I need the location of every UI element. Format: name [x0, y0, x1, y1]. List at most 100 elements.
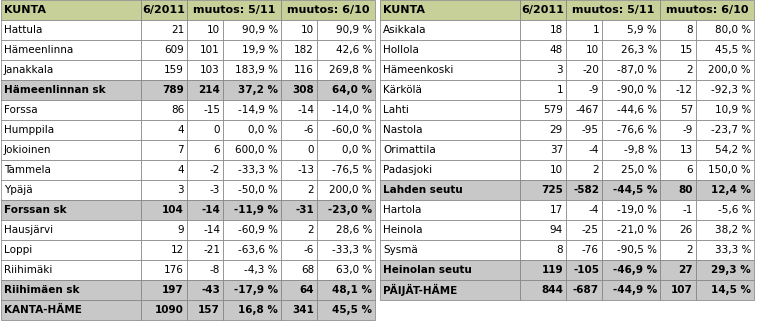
Bar: [317, 260, 375, 280]
Text: 2: 2: [308, 225, 314, 235]
Bar: [223, 140, 281, 160]
Text: 15: 15: [680, 45, 693, 55]
Bar: [1, 220, 141, 240]
Bar: [1, 200, 141, 220]
Bar: [187, 140, 223, 160]
Bar: [281, 120, 317, 140]
Text: -44,6 %: -44,6 %: [617, 105, 657, 115]
Text: 48: 48: [550, 45, 563, 55]
Bar: [187, 40, 223, 60]
Text: 4: 4: [177, 165, 184, 175]
Bar: [602, 20, 660, 40]
Bar: [660, 220, 696, 240]
Text: 17: 17: [550, 205, 563, 215]
Bar: [696, 100, 754, 120]
Bar: [223, 80, 281, 100]
Text: 86: 86: [171, 105, 184, 115]
Text: Hämeenkoski: Hämeenkoski: [383, 65, 453, 75]
Text: 197: 197: [162, 285, 184, 295]
Text: 10: 10: [207, 25, 220, 35]
Text: 0,0 %: 0,0 %: [343, 145, 372, 155]
Bar: [187, 120, 223, 140]
Bar: [187, 20, 223, 40]
Text: 341: 341: [292, 305, 314, 315]
Text: 29: 29: [550, 125, 563, 135]
Text: KANTA-HÄME: KANTA-HÄME: [4, 305, 82, 315]
Text: -90,5 %: -90,5 %: [617, 245, 657, 255]
Bar: [380, 160, 520, 180]
Bar: [566, 200, 602, 220]
Bar: [223, 300, 281, 320]
Bar: [1, 240, 141, 260]
Text: 3: 3: [177, 185, 184, 195]
Text: 37,2 %: 37,2 %: [238, 85, 278, 95]
Text: 103: 103: [200, 65, 220, 75]
Text: 57: 57: [680, 105, 693, 115]
Text: Orimattila: Orimattila: [383, 145, 436, 155]
Text: -12: -12: [676, 85, 693, 95]
Bar: [566, 240, 602, 260]
Text: -1: -1: [683, 205, 693, 215]
Bar: [317, 180, 375, 200]
Bar: [566, 20, 602, 40]
Text: 3: 3: [556, 65, 563, 75]
Text: KUNTA: KUNTA: [383, 5, 425, 15]
Text: Hartola: Hartola: [383, 205, 421, 215]
Text: 64,0 %: 64,0 %: [332, 85, 372, 95]
Bar: [317, 240, 375, 260]
Bar: [141, 240, 187, 260]
Bar: [187, 200, 223, 220]
Bar: [141, 300, 187, 320]
Bar: [141, 60, 187, 80]
Text: 26: 26: [680, 225, 693, 235]
Text: -23,0 %: -23,0 %: [328, 205, 372, 215]
Text: 6: 6: [214, 145, 220, 155]
Text: 94: 94: [550, 225, 563, 235]
Bar: [317, 80, 375, 100]
Text: 0,0 %: 0,0 %: [249, 125, 278, 135]
Bar: [520, 260, 566, 280]
Text: -87,0 %: -87,0 %: [617, 65, 657, 75]
Bar: [1, 280, 141, 300]
Bar: [141, 140, 187, 160]
Text: 104: 104: [162, 205, 184, 215]
Bar: [187, 0, 281, 20]
Text: 789: 789: [162, 85, 184, 95]
Bar: [566, 160, 602, 180]
Text: 10: 10: [586, 45, 599, 55]
Text: 90,9 %: 90,9 %: [242, 25, 278, 35]
Text: -687: -687: [573, 285, 599, 295]
Bar: [1, 80, 141, 100]
Bar: [281, 280, 317, 300]
Bar: [566, 280, 602, 300]
Bar: [141, 180, 187, 200]
Text: -44,5 %: -44,5 %: [612, 185, 657, 195]
Bar: [317, 300, 375, 320]
Bar: [317, 100, 375, 120]
Text: Heinola: Heinola: [383, 225, 423, 235]
Text: Hattula: Hattula: [4, 25, 43, 35]
Bar: [566, 120, 602, 140]
Bar: [317, 160, 375, 180]
Text: 90,9 %: 90,9 %: [336, 25, 372, 35]
Bar: [602, 180, 660, 200]
Bar: [1, 60, 141, 80]
Text: 308: 308: [292, 85, 314, 95]
Text: 4: 4: [177, 125, 184, 135]
Bar: [566, 100, 602, 120]
Bar: [696, 280, 754, 300]
Bar: [317, 200, 375, 220]
Bar: [141, 40, 187, 60]
Bar: [281, 20, 317, 40]
Text: 214: 214: [198, 85, 220, 95]
Bar: [380, 220, 520, 240]
Text: 21: 21: [171, 25, 184, 35]
Text: -14: -14: [201, 205, 220, 215]
Text: 200,0 %: 200,0 %: [709, 65, 751, 75]
Bar: [696, 200, 754, 220]
Bar: [696, 180, 754, 200]
Text: 159: 159: [164, 65, 184, 75]
Bar: [281, 180, 317, 200]
Text: 38,2 %: 38,2 %: [715, 225, 751, 235]
Bar: [223, 180, 281, 200]
